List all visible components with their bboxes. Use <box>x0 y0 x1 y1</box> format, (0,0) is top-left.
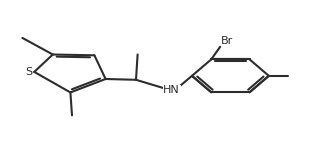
Text: S: S <box>26 67 33 77</box>
Text: HN: HN <box>163 85 180 95</box>
Text: Br: Br <box>221 36 233 46</box>
